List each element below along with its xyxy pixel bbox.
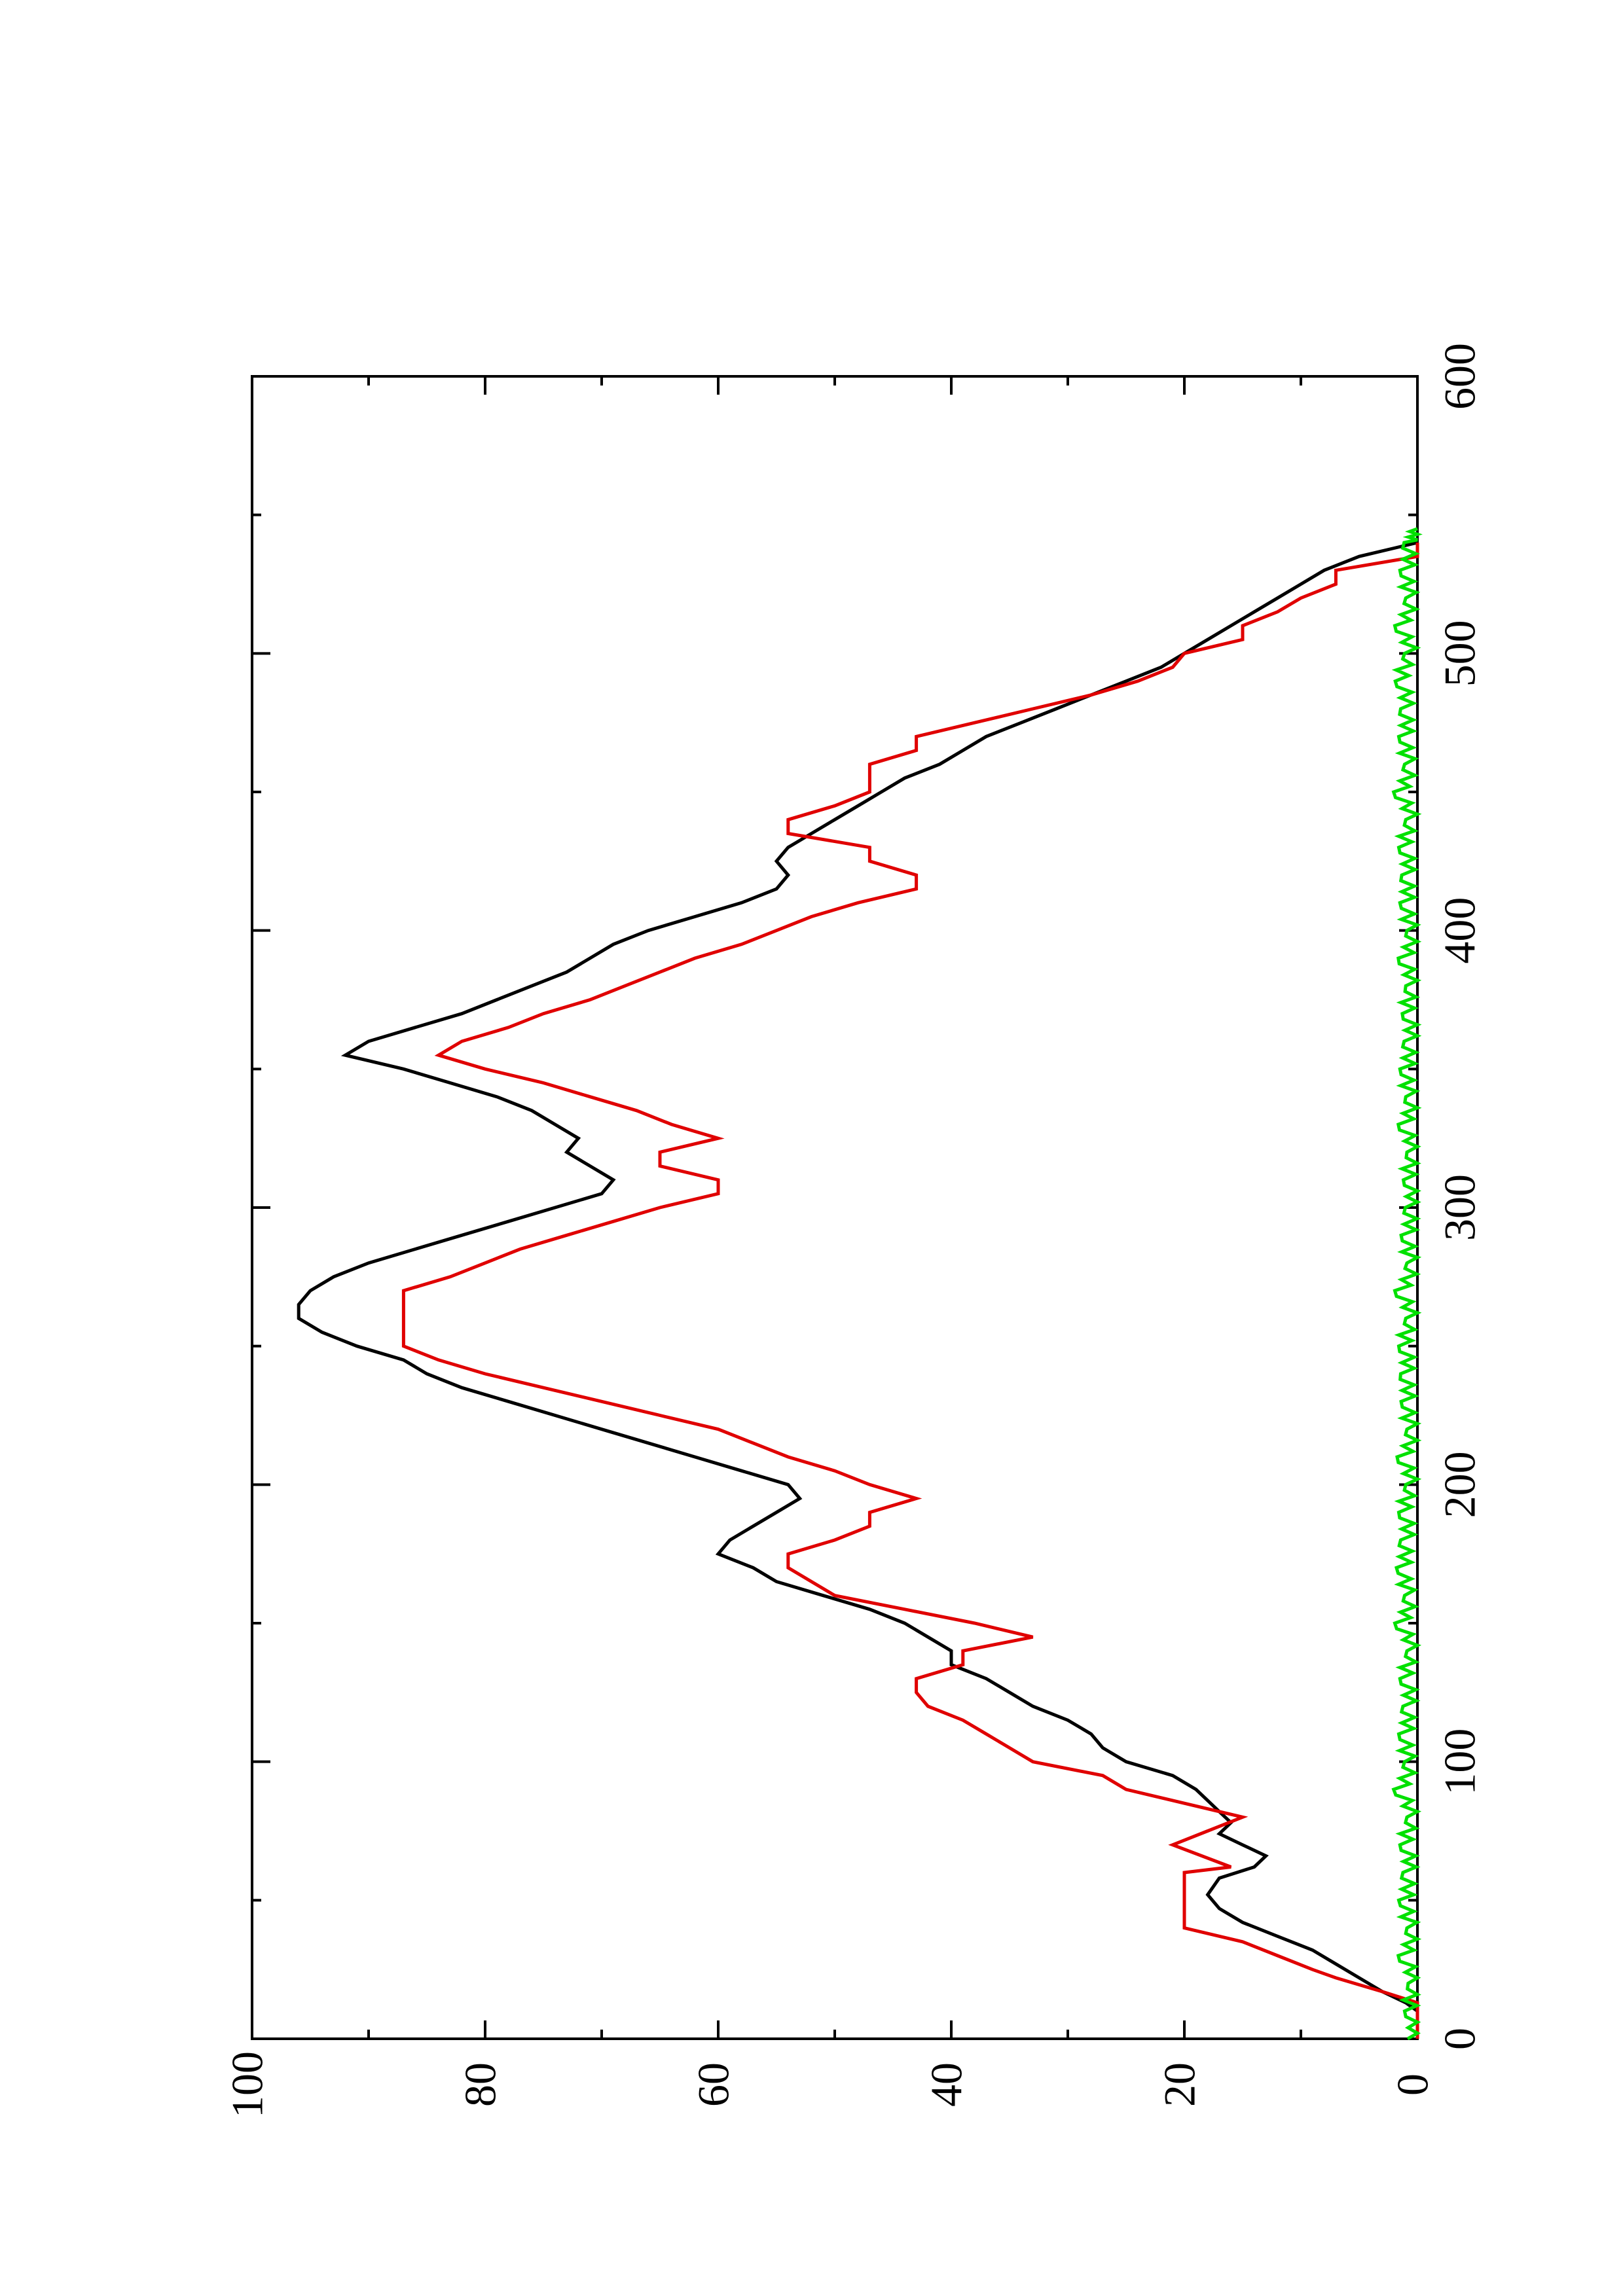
y-tick-label: 40 [922, 2062, 972, 2107]
y-tick-label: 60 [689, 2062, 739, 2107]
y-tick-label: 100 [223, 2051, 272, 2118]
x-tick-label: 200 [1435, 1451, 1485, 1518]
x-tick-label: 300 [1435, 1174, 1485, 1241]
x-tick-label: 400 [1435, 897, 1485, 964]
series-line-1 [297, 541, 1419, 2039]
x-tick-label: 0 [1435, 2028, 1485, 2050]
y-tick-label: 20 [1155, 2062, 1205, 2107]
tick-labels: 0 100 200 300 400 500 600 0 20 40 60 80 100 [223, 343, 1485, 2118]
y-tick-label: 0 [1388, 2073, 1438, 2096]
x-tick-label: 600 [1435, 343, 1485, 410]
axis-ticks [251, 375, 1419, 2040]
x-tick-label: 500 [1435, 620, 1485, 687]
x-tick-label: 100 [1435, 1729, 1485, 1795]
series-line-3 [1391, 527, 1423, 2041]
y-tick-label: 80 [456, 2062, 505, 2107]
series-layer [297, 527, 1423, 2041]
series-line-2 [401, 543, 1419, 2039]
